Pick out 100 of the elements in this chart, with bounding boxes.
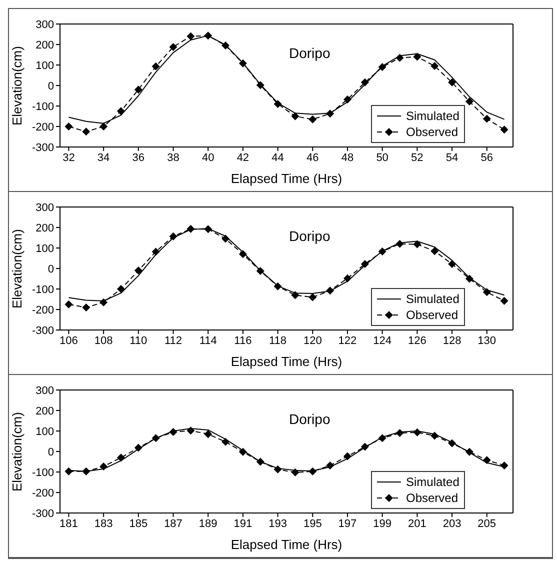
x-tick-label: 34	[97, 152, 110, 164]
point	[360, 442, 369, 451]
y-tick-label: 300	[36, 202, 54, 214]
point	[152, 248, 160, 256]
point	[326, 461, 334, 470]
x-tick-label: 110	[130, 334, 148, 347]
x-tick-label: 130	[478, 334, 496, 347]
x-tick-label: 203	[442, 518, 462, 530]
point	[430, 432, 439, 440]
point	[378, 247, 386, 256]
point	[308, 293, 317, 302]
point	[274, 465, 282, 474]
x-tick-label: 48	[341, 152, 354, 164]
point	[116, 285, 125, 293]
x-tick-label: 199	[373, 518, 392, 530]
point	[82, 128, 90, 136]
point	[308, 467, 317, 476]
x-tick-label: 52	[411, 152, 424, 164]
y-tick-label: -300	[32, 324, 54, 337]
x-tick-label: 197	[338, 518, 357, 530]
legend-label: Observed	[406, 124, 458, 140]
x-tick-label: 128	[442, 334, 462, 347]
x-tick-label: 189	[198, 518, 218, 530]
point	[238, 59, 247, 68]
y-tick-label: 0	[48, 446, 54, 458]
y-tick-label: -100	[32, 100, 54, 113]
x-tick-label: 112	[164, 334, 182, 347]
y-tick-label: -200	[32, 121, 54, 134]
point	[100, 122, 108, 130]
point	[64, 122, 73, 130]
point	[274, 282, 282, 290]
point	[360, 260, 369, 268]
x-tick-label: 40	[202, 152, 214, 164]
point	[291, 112, 300, 120]
point	[100, 298, 108, 306]
x-axis-title: Elapsed Time (Hrs)	[230, 537, 342, 552]
point	[134, 266, 142, 275]
point	[186, 32, 195, 40]
y-tick-label: -200	[32, 487, 54, 500]
annotation: Doripo	[289, 228, 330, 244]
y-tick-label: -100	[32, 284, 54, 296]
point	[169, 428, 178, 436]
point	[343, 452, 352, 460]
x-tick-label: 126	[408, 334, 426, 347]
y-tick-label: 200	[36, 222, 54, 234]
legend-label: Simulated	[406, 108, 460, 124]
point	[482, 456, 491, 464]
point	[413, 240, 422, 248]
point	[82, 467, 90, 476]
point	[64, 300, 73, 308]
point	[360, 78, 369, 86]
x-tick-label: 118	[269, 334, 287, 347]
y-tick-label: 200	[36, 39, 54, 52]
x-tick-label: 44	[272, 152, 284, 164]
x-tick-label: 42	[236, 152, 250, 164]
point	[152, 62, 160, 70]
point	[116, 107, 125, 116]
point	[413, 52, 422, 61]
x-axis-title: Elapsed Time (Hrs)	[230, 354, 342, 369]
y-tick-label: 0	[48, 80, 54, 92]
point	[500, 126, 508, 134]
x-tick-label: 122	[338, 334, 357, 347]
point	[204, 225, 212, 234]
y-axis-title: Elevation(cm)	[10, 229, 25, 308]
point	[222, 42, 230, 50]
x-tick-label: 116	[234, 334, 252, 347]
point	[308, 115, 317, 124]
x-tick-label: 46	[306, 152, 319, 164]
point	[482, 114, 491, 123]
point	[100, 462, 108, 470]
x-tick-label: 191	[234, 518, 252, 530]
point	[274, 100, 282, 108]
legend-label: Observed	[406, 490, 458, 506]
point	[222, 438, 230, 446]
y-axis-title: Elevation(cm)	[10, 412, 25, 492]
point	[396, 429, 404, 438]
point	[238, 448, 247, 456]
point	[378, 63, 386, 72]
point	[465, 97, 474, 106]
point	[343, 95, 352, 104]
x-axis-title: Elapsed Time (Hrs)	[230, 171, 342, 186]
point	[343, 274, 352, 282]
point	[116, 454, 125, 462]
x-tick-label: 38	[167, 152, 180, 164]
y-tick-label: 100	[36, 426, 54, 438]
y-tick-label: -300	[32, 142, 54, 154]
legend-label: Simulated	[406, 474, 460, 490]
point	[448, 78, 456, 86]
point	[500, 461, 508, 470]
point	[465, 448, 474, 456]
x-tick-label: 120	[303, 334, 322, 347]
point	[378, 434, 386, 442]
x-tick-label: 108	[94, 334, 113, 347]
point	[204, 32, 212, 40]
legend-label: Observed	[406, 307, 458, 323]
y-tick-label: 0	[48, 263, 54, 276]
point	[291, 291, 300, 300]
x-tick-label: 32	[62, 152, 75, 164]
point	[152, 434, 160, 442]
y-tick-label: 100	[36, 60, 54, 72]
